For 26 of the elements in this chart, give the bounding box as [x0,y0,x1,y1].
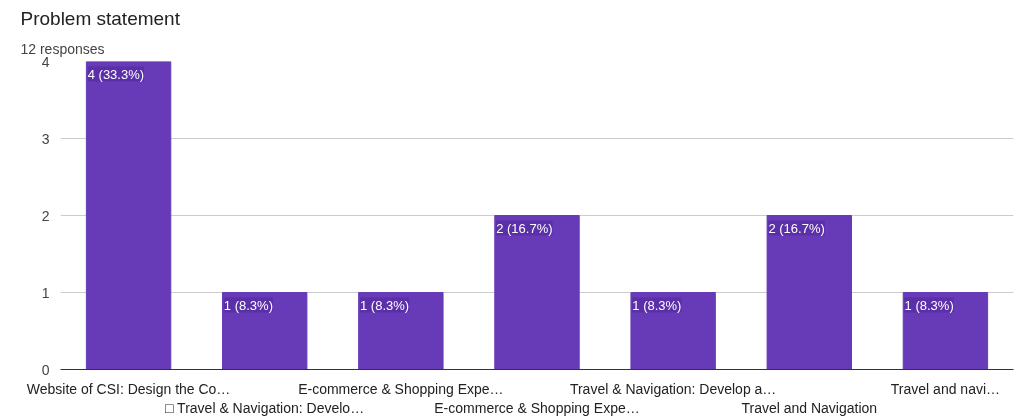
x-tick-label: □ Travel & Navigation: Develo… [165,399,365,416]
bar [494,215,580,370]
x-tick-label: E-commerce & Shopping Expe… [434,399,640,416]
data-label: 1 (8.3%) [632,297,682,313]
data-label: 2 (16.7%) [496,220,553,236]
x-tick-label: Travel and navi… [890,380,1001,397]
bar [222,292,308,370]
y-tick-label: 3 [41,130,50,147]
bar [85,61,172,370]
chart-title: Problem statement [20,7,181,29]
data-label: 2 (16.7%) [768,220,825,236]
bar [766,215,852,370]
y-tick-label: 2 [41,207,50,224]
x-tick-label: Travel & Navigation: Develop a… [569,380,777,397]
data-label: 1 (8.3%) [223,297,274,313]
bar [630,292,716,370]
bar [902,292,989,370]
data-label: 1 (8.3%) [360,297,410,313]
data-label: 4 (33.3%) [87,66,145,82]
y-tick-label: 0 [41,361,50,378]
x-tick-label: E-commerce & Shopping Expe… [298,380,504,397]
x-tick-label: Travel and Navigation [741,399,878,416]
bar [358,292,444,370]
y-tick-label: 1 [41,284,50,301]
data-label: 1 (8.3%) [904,297,954,313]
x-tick-label: Website of CSI: Design the Co… [26,380,231,397]
